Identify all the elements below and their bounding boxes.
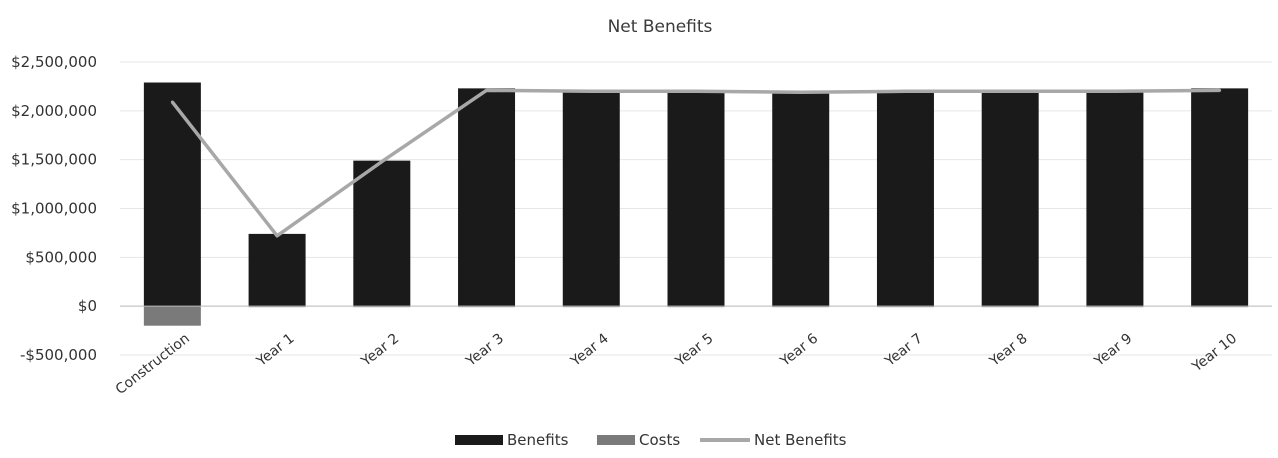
benefits-legend-swatch — [455, 435, 503, 445]
benefits-bar — [876, 91, 934, 307]
y-tick-label: -$500,000 — [20, 346, 97, 364]
net-benefits-point — [1218, 88, 1222, 92]
benefits-bar — [353, 160, 411, 307]
x-tick-label: Year 1 — [253, 331, 298, 371]
benefits-bar — [143, 82, 201, 307]
benefits-bar — [667, 91, 725, 307]
net-benefits-point — [1008, 89, 1012, 93]
bars — [120, 82, 1272, 326]
benefits-bar — [248, 233, 306, 307]
x-tick-label: Year 8 — [986, 331, 1031, 371]
x-tick-label: Year 6 — [777, 330, 822, 370]
y-tick-label: $0 — [78, 297, 97, 315]
y-tick-label: $2,000,000 — [11, 102, 97, 120]
x-tick-label: Year 2 — [358, 331, 403, 371]
y-tick-label: $500,000 — [25, 248, 97, 266]
benefits-bar — [981, 91, 1039, 307]
x-axis-ticks: Construction Year 1 Year 2 Year 3 Year 4 Year… — [113, 330, 1240, 398]
benefits-bar — [1191, 88, 1249, 307]
x-tick-label: Year 3 — [462, 331, 507, 371]
x-tick-label: Year 4 — [567, 330, 612, 370]
net-benefits-point — [799, 90, 803, 94]
costs-bar — [143, 306, 201, 326]
x-tick-label: Year 10 — [1189, 331, 1241, 376]
benefits-bar — [772, 92, 830, 307]
net-benefits-legend-label: Net Benefits — [754, 431, 847, 449]
benefits-legend-label: Benefits — [507, 431, 569, 449]
y-tick-label: $2,500,000 — [11, 53, 97, 71]
y-axis-ticks: $2,500,000 $2,000,000 $1,500,000 $1,000,000… — [11, 53, 97, 364]
net-benefits-line-layer — [170, 88, 1222, 238]
x-tick-label: Construction — [113, 331, 193, 398]
costs-legend-label: Costs — [639, 431, 680, 449]
costs-legend-swatch — [597, 435, 635, 445]
net-benefits-point — [275, 234, 279, 238]
x-tick-label: Year 9 — [1091, 331, 1136, 371]
net-benefits-point — [1113, 89, 1117, 93]
net-benefits-point — [903, 89, 907, 93]
benefits-bar — [562, 91, 620, 307]
x-tick-label: Year 7 — [881, 331, 926, 371]
x-tick-label: Year 5 — [672, 331, 717, 371]
legend: Benefits Costs Net Benefits — [455, 431, 847, 449]
benefits-bar — [458, 88, 516, 307]
y-tick-label: $1,000,000 — [11, 200, 97, 218]
benefits-bar — [1086, 91, 1144, 307]
chart-title: Net Benefits — [608, 17, 713, 37]
net-benefits-point — [485, 88, 489, 92]
net-benefits-point — [589, 89, 593, 93]
net-benefits-point — [694, 89, 698, 93]
y-tick-label: $1,500,000 — [11, 151, 97, 169]
net-benefits-point — [380, 160, 384, 164]
net-benefits-point — [170, 100, 174, 104]
